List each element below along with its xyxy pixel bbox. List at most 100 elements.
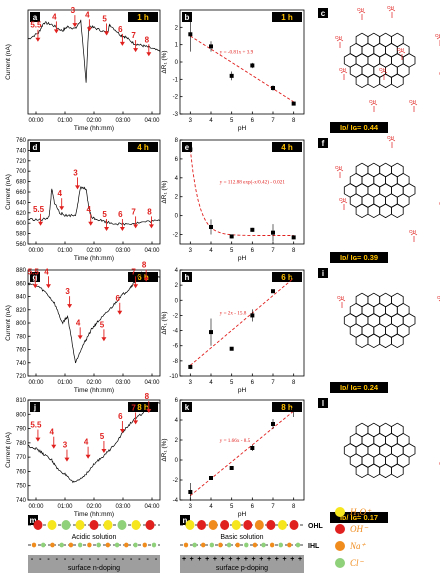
carbon-ring — [367, 73, 381, 89]
ph-arrow-head — [119, 41, 125, 46]
current-trace — [27, 186, 161, 226]
surface-charge: - — [56, 556, 59, 563]
panel-label-box — [182, 272, 192, 282]
y-tick-label: 860 — [16, 281, 27, 287]
adsorbed-ion — [59, 542, 64, 548]
y-tick-label: 2 — [175, 283, 179, 289]
y-tick-label: 800 — [16, 321, 27, 327]
legend-label: Cl⁻ — [350, 558, 365, 568]
panel-j: j 8 h 740 750 760 770 780 790 800 810 00:00 01:00 02… — [5, 392, 161, 518]
carboxyl-group — [358, 10, 366, 20]
ph-annotation: 3 — [65, 287, 70, 296]
ph-arrow-head — [101, 449, 107, 453]
y-tick-label: 8 — [175, 138, 179, 144]
plot-frame — [179, 139, 305, 245]
plot-frame — [27, 9, 161, 115]
ph-annotation: 5 — [102, 14, 107, 23]
hydroxyl-symbol: OH — [437, 295, 440, 300]
ion — [197, 520, 207, 530]
fit-equation: y = 1.66x - 8.5 — [220, 438, 251, 444]
adsorbed-ion — [105, 542, 111, 548]
y-axis-label: ΔR₁ (%) — [161, 180, 168, 203]
ion — [89, 520, 99, 530]
surface-label: surface p-doping — [216, 565, 268, 572]
carboxyl-group — [340, 70, 348, 80]
surface-charge: - — [39, 556, 42, 563]
y-tick-label: 780 — [16, 334, 27, 340]
y-tick-label: 740 — [16, 148, 27, 154]
adsorbed-ion — [114, 542, 120, 548]
x-tick-label: 5 — [230, 118, 234, 124]
carbon-ring — [391, 73, 404, 89]
ion — [185, 520, 195, 530]
ph-annotation: 3 — [63, 441, 68, 450]
panel-label-box — [318, 8, 328, 18]
panel-label-box — [318, 138, 328, 148]
panel-label: i — [322, 269, 324, 278]
ratio-box — [330, 122, 388, 133]
carboxyl-group — [380, 70, 388, 80]
y-tick-label: 0 — [175, 458, 179, 464]
ph-annotation: 5 — [102, 210, 107, 219]
data-point — [229, 73, 234, 78]
data-point — [188, 490, 193, 494]
current-trace — [27, 19, 161, 83]
y-tick-label: 6 — [175, 157, 179, 163]
y-tick-label: 700 — [16, 169, 27, 175]
x-axis-label: pH — [238, 511, 247, 518]
surface-charge: - — [138, 556, 141, 563]
x-tick-label: 04:00 — [144, 380, 160, 386]
x-tick-label: 04:00 — [144, 118, 160, 124]
plot-frame — [27, 139, 161, 245]
adsorbed-ion — [151, 542, 157, 548]
surface-charge: + — [236, 556, 240, 563]
adsorbed-ion — [133, 542, 138, 548]
x-tick-label: 02:00 — [86, 380, 102, 386]
time-tag: 8 h — [137, 403, 149, 412]
ohl-label: OHL — [308, 523, 324, 530]
ph-annotation: 3 — [73, 168, 78, 177]
adsorbed-ion — [244, 542, 249, 548]
adsorbed-ion — [209, 542, 215, 548]
surface-charge: - — [155, 556, 158, 563]
y-tick-label: 4 — [175, 418, 179, 424]
y-tick-label: -2 — [173, 95, 179, 101]
adsorbed-ion — [192, 542, 197, 548]
ph-annotation: 5 — [100, 320, 105, 329]
ph-annotation: 7 — [131, 267, 136, 276]
carboxyl-group — [388, 8, 396, 18]
carboxyl-group — [398, 50, 406, 60]
panel-g: g6 h72074076078080082084086088000:0001:0… — [5, 261, 161, 394]
surface-charge: - — [80, 556, 83, 563]
ph-arrow-head — [67, 304, 73, 309]
y-tick-label: 600 — [16, 221, 27, 227]
surface-charge: + — [298, 556, 302, 563]
data-point — [291, 101, 296, 106]
time-tag-box — [128, 402, 158, 412]
ph-arrow-head — [53, 29, 59, 34]
y-tick-label: 810 — [16, 398, 27, 404]
y-tick-label: -10 — [169, 374, 178, 380]
panel-label: c — [321, 9, 326, 18]
ion — [266, 520, 276, 530]
y-tick-label: 2 — [175, 195, 179, 201]
ph-arrow-head — [38, 221, 44, 226]
ph-arrow-head — [51, 444, 57, 449]
fit-line — [190, 277, 294, 366]
y-axis-label: Current (nA) — [5, 432, 12, 468]
time-tag: 4 h — [137, 143, 149, 152]
x-axis-label: Time (hh:mm) — [74, 255, 114, 262]
panel-label-box — [318, 398, 328, 408]
adsorbed-ion — [87, 542, 92, 548]
x-tick-label: 01:00 — [57, 118, 73, 124]
y-tick-label: -8 — [173, 359, 179, 365]
surface-charge: + — [252, 556, 256, 563]
panel-label: j — [33, 403, 36, 412]
x-tick-label: 7 — [271, 118, 275, 124]
panel-label-box — [182, 142, 192, 152]
x-tick-label: 3 — [189, 248, 193, 254]
legend-swatch — [335, 524, 345, 534]
time-tag: 6 h — [137, 273, 149, 282]
